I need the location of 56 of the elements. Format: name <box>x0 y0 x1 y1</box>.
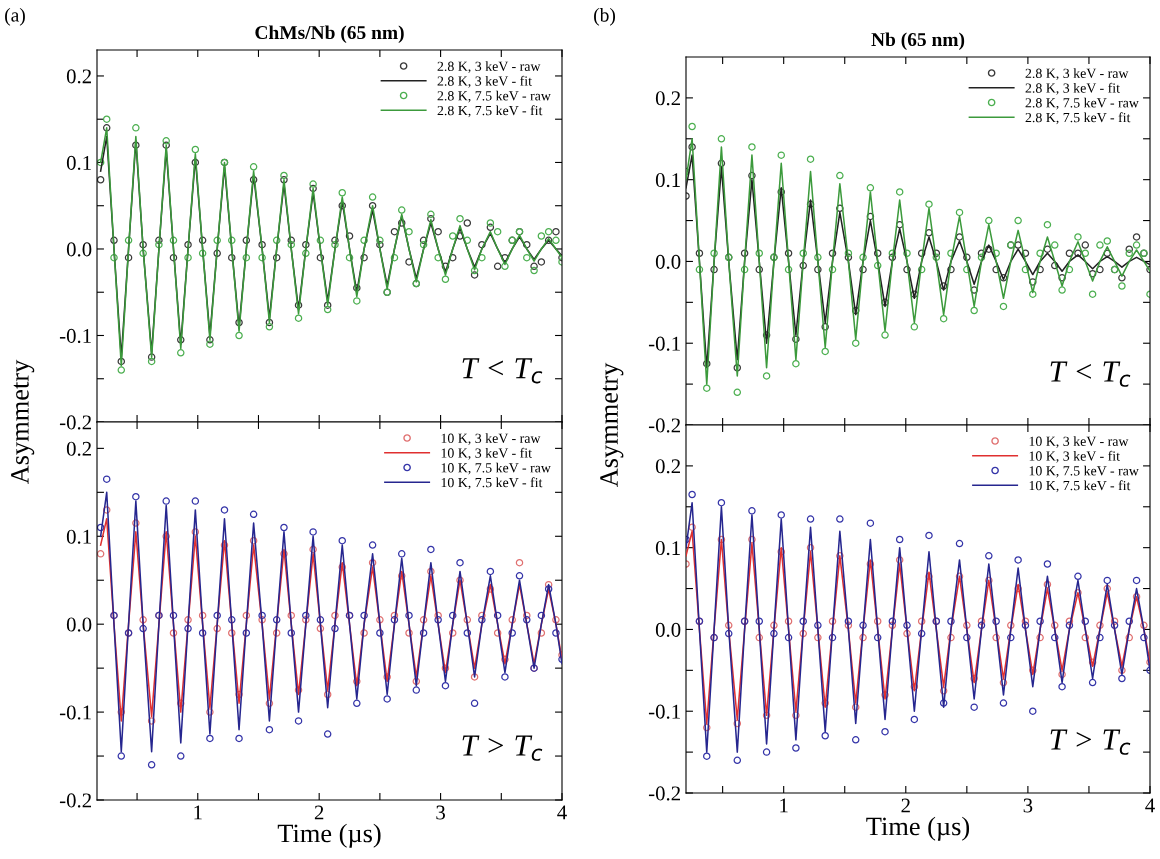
legend-label: 10 K, 3 keV - fit <box>441 447 532 460</box>
legend-label: 2.8 K, 7.5 keV - fit <box>1025 112 1131 125</box>
legend-label: 10 K, 7.5 keV - raw <box>1029 465 1139 478</box>
legend-label: 2.8 K, 3 keV - raw <box>1025 68 1129 80</box>
legend-label: 2.8 K, 3 keV - raw <box>437 61 541 73</box>
chart-title: Nb (65 nm) <box>871 32 965 51</box>
legend-label: 10 K, 3 keV - raw <box>1029 436 1129 448</box>
annotation: T > T$_{c}$ <box>1050 729 1131 755</box>
legend-label: 2.8 K, 7.5 keV - fit <box>437 105 543 118</box>
x-tick-label: 3 <box>436 805 445 820</box>
chart-title: ChMs/Nb (65 nm) <box>255 25 404 44</box>
x-tick-label: 4 <box>1145 798 1155 813</box>
y-tick-label: -0.1 <box>648 336 680 351</box>
y-axis-title: Asymmetry <box>600 362 624 488</box>
y-tick-label: 0.2 <box>655 459 680 474</box>
text: (b) <box>594 8 616 26</box>
annotation: T > T$_{c}$ <box>462 735 543 761</box>
y-tick-label: -0.2 <box>648 418 680 433</box>
y-tick-label: 0.1 <box>655 541 680 556</box>
legend-label: 2.8 K, 3 keV - fit <box>437 75 532 88</box>
y-tick-label: 0.0 <box>66 242 92 257</box>
y-tick-label: 0.2 <box>66 441 91 456</box>
legend-label: 2.8 K, 7.5 keV - raw <box>437 90 551 103</box>
y-tick-label: 0.0 <box>655 254 681 269</box>
y-tick-label: 0.2 <box>655 91 680 106</box>
y-tick-label: -0.1 <box>59 328 91 344</box>
x-axis-title: Time (µs) <box>866 816 970 841</box>
y-tick-label: 0.1 <box>655 173 680 188</box>
y-axis-title: Asymmetry <box>11 359 35 485</box>
x-tick-label: 2 <box>901 798 910 813</box>
y-tick-label: -0.1 <box>59 705 91 720</box>
y-tick-label: 0.2 <box>66 69 91 84</box>
legend-label: 2.8 K, 7.5 keV - raw <box>1025 97 1139 110</box>
y-tick-label: -0.2 <box>59 793 91 808</box>
annotation: T < T$_{c}$ <box>1050 361 1131 387</box>
legend-label: 10 K, 3 keV - fit <box>1029 450 1120 463</box>
x-tick-label: 4 <box>557 805 567 820</box>
y-tick-label: -0.2 <box>648 786 680 801</box>
y-tick-label: -0.1 <box>648 704 680 719</box>
legend-label: 2.8 K, 3 keV - fit <box>1025 82 1120 95</box>
x-tick-label: 1 <box>780 798 788 813</box>
legend-label: 10 K, 7.5 keV - raw <box>441 462 551 475</box>
x-tick-label: 3 <box>1023 798 1033 813</box>
legend-label: 10 K, 3 keV - raw <box>441 433 541 445</box>
annotation: T < T$_{c}$ <box>462 358 543 384</box>
y-tick-label: 0.0 <box>655 622 681 637</box>
x-axis-title: Time (µs) <box>277 823 381 848</box>
y-tick-label: 0.0 <box>66 617 92 632</box>
x-tick-label: 1 <box>194 805 202 820</box>
y-tick-label: 0.1 <box>66 155 91 170</box>
y-tick-label: 0.1 <box>66 529 91 544</box>
legend-label: 10 K, 7.5 keV - fit <box>1029 480 1131 493</box>
x-tick-label: 2 <box>314 805 324 820</box>
legend-label: 10 K, 7.5 keV - fit <box>441 477 543 490</box>
text: (a) <box>5 8 25 26</box>
y-tick-label: -0.2 <box>59 415 91 430</box>
